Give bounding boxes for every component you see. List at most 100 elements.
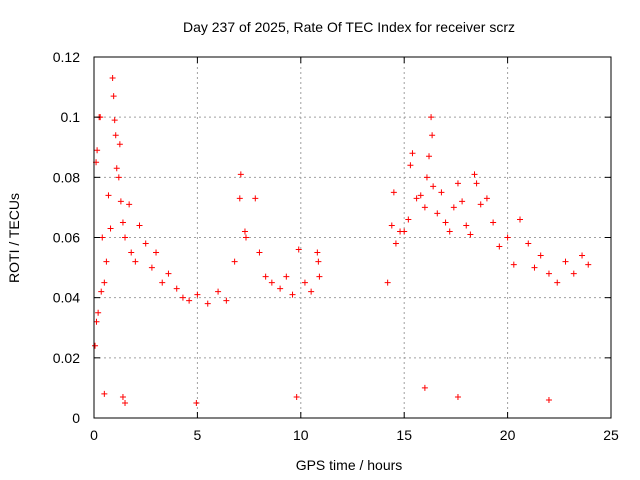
data-point [236,195,243,202]
data-point [113,165,120,172]
data-point [159,279,166,286]
data-point [423,174,430,181]
x-tick-label: 20 [500,427,516,443]
data-point [111,117,118,124]
x-tick-label: 0 [90,427,98,443]
data-point [193,399,200,406]
data-point [390,189,397,196]
data-point [94,147,101,154]
data-point [126,201,133,208]
data-point [268,279,275,286]
data-point [401,228,408,235]
data-point [293,393,300,400]
data-point [467,231,474,238]
data-point [252,195,259,202]
data-point [463,222,470,229]
data-point [430,183,437,190]
y-tick-label: 0 [72,410,80,426]
data-point [531,264,538,271]
data-point [277,285,284,292]
data-point [136,222,143,229]
data-point [446,228,453,235]
y-tick-label: 0.04 [53,290,80,306]
data-point [101,279,108,286]
data-point [421,204,428,211]
data-points [92,75,592,406]
data-point [517,216,524,223]
data-point [570,270,577,277]
data-point [148,264,155,271]
data-point [153,249,160,256]
data-point [101,390,108,397]
data-point [504,234,511,241]
data-point [194,291,201,298]
y-tick-label: 0.02 [53,350,80,366]
data-point [142,240,149,247]
data-point [116,141,123,148]
data-point [92,342,99,349]
data-point [128,249,135,256]
data-point [103,258,110,265]
x-tick-label: 5 [194,427,202,443]
data-point [215,288,222,295]
data-point [117,198,124,205]
data-point [99,234,106,241]
x-axis-label: GPS time / hours [296,457,403,473]
data-point [132,258,139,265]
x-tick-label: 25 [603,427,619,443]
data-point [107,225,114,232]
data-point [115,174,122,181]
data-point [241,228,248,235]
data-point [110,93,117,100]
data-point [165,270,172,277]
data-point [262,273,269,280]
data-point [405,216,412,223]
y-axis-label: ROTI / TECUs [6,193,22,283]
data-point [173,285,180,292]
data-point [388,222,395,229]
data-point [242,234,249,241]
data-point [231,258,238,265]
data-point [429,132,436,139]
data-point [421,384,428,391]
data-point [483,195,490,202]
x-tick-labels: 0 5 10 15 20 25 [90,427,619,443]
data-point [384,279,391,286]
data-point [525,240,532,247]
data-point [186,297,193,304]
data-point [301,279,308,286]
data-point [510,261,517,268]
data-point [545,396,552,403]
y-tick-label: 0.1 [61,109,81,125]
data-point [308,288,315,295]
grid [94,57,611,418]
y-tick-labels: 0 0.02 0.04 0.06 0.08 0.1 0.12 [53,49,80,426]
axis-ticks [93,56,612,419]
data-point [562,258,569,265]
y-tick-label: 0.08 [53,169,80,185]
data-point [454,393,461,400]
data-point [122,399,129,406]
data-point [450,204,457,211]
data-point [109,75,116,82]
data-point [477,201,484,208]
plot-frame [93,56,612,419]
data-point [413,195,420,202]
data-point [122,234,129,241]
data-point [407,162,414,169]
data-point [442,219,449,226]
data-point [105,192,112,199]
data-point [289,291,296,298]
data-point [471,171,478,178]
data-point [545,270,552,277]
data-point [95,309,102,316]
data-point [315,258,322,265]
data-point [459,198,466,205]
data-point [316,273,323,280]
data-point [579,252,586,259]
data-point [434,210,441,217]
data-point [204,300,211,307]
data-point [237,171,244,178]
